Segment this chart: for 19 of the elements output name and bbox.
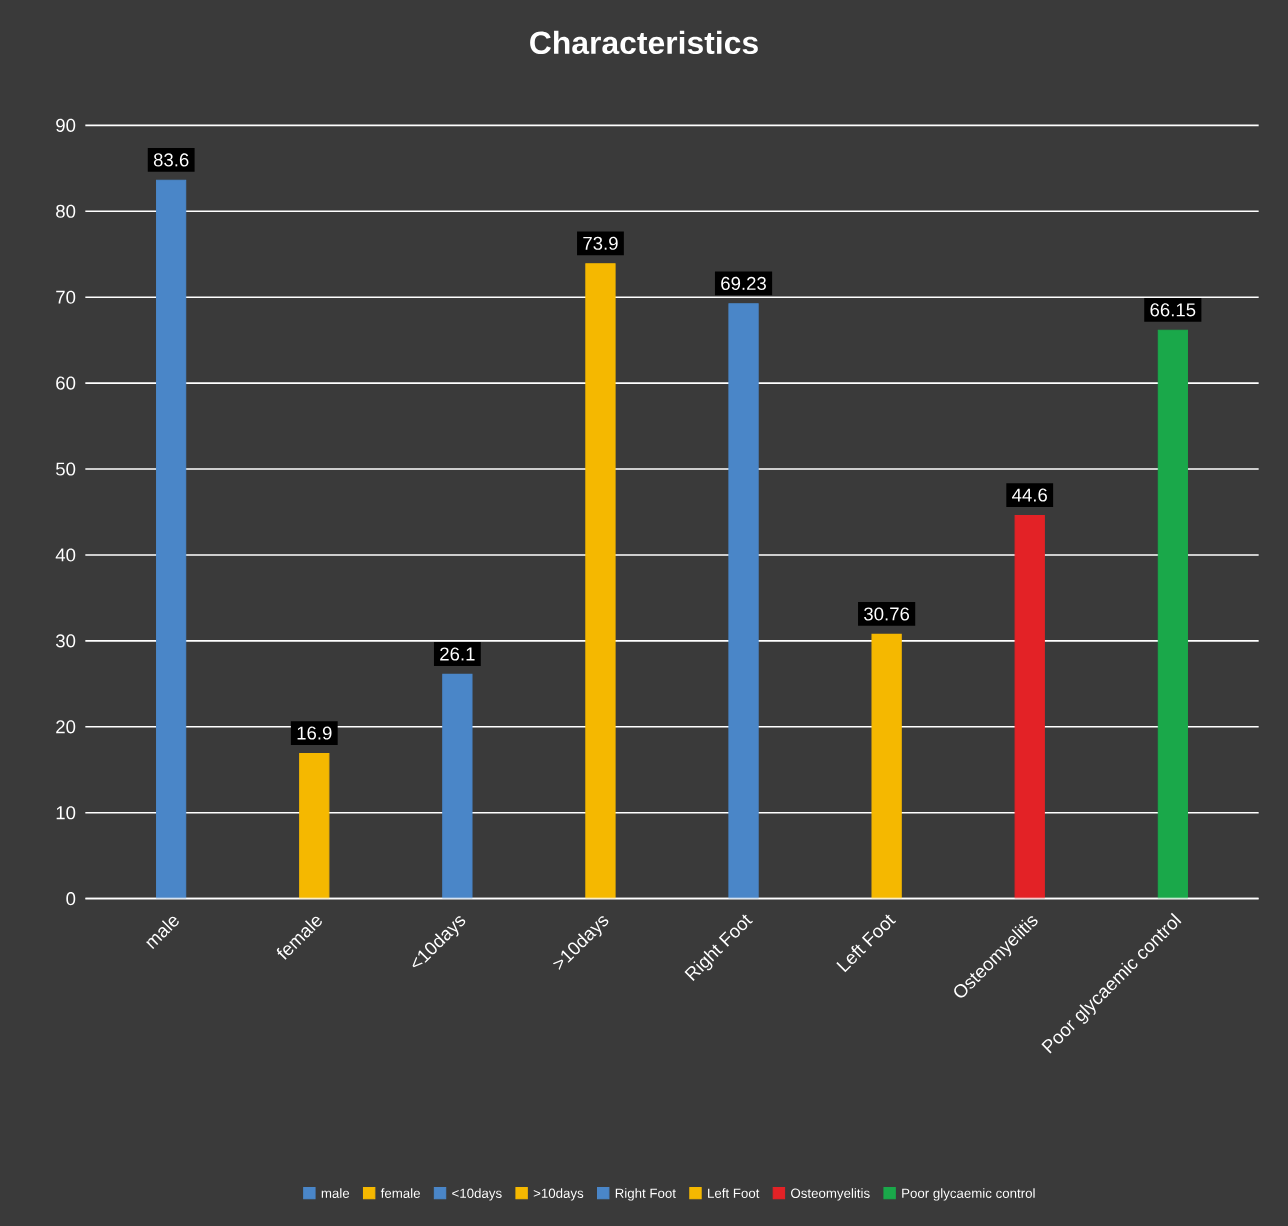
y-tick-label: 30 xyxy=(55,634,76,648)
y-tick-label: 0 xyxy=(66,891,76,905)
data-label: 83.6 xyxy=(153,153,189,167)
data-label: 44.6 xyxy=(1012,488,1047,502)
data-label: 66.15 xyxy=(1150,303,1196,317)
y-tick-label: 80 xyxy=(56,204,76,218)
y-tick-label: 10 xyxy=(56,805,76,819)
data-label: 69.23 xyxy=(721,276,766,290)
y-tick-label: 50 xyxy=(56,462,76,476)
y-tick-label: 40 xyxy=(55,548,76,562)
data-label: 16.9 xyxy=(297,726,332,740)
data-label: 26.1 xyxy=(440,647,475,661)
y-tick-label: 70 xyxy=(56,290,76,304)
y-tick-label: 90 xyxy=(56,118,76,132)
chart-title: Characteristics xyxy=(530,30,758,54)
y-tick-label: 60 xyxy=(56,376,76,390)
data-label: 30.76 xyxy=(864,607,910,621)
y-tick-label: 20 xyxy=(56,719,76,734)
data-label: 73.9 xyxy=(583,236,618,250)
